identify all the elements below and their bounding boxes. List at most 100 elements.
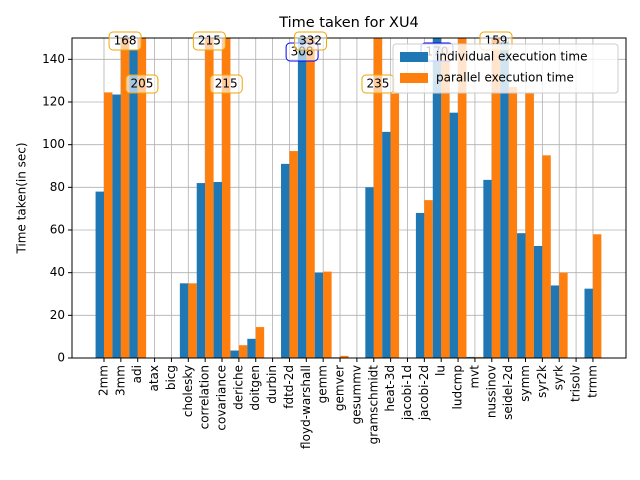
y-tick-label: 80	[50, 180, 65, 194]
bar	[222, 38, 231, 358]
bar	[340, 355, 349, 358]
bar	[500, 42, 509, 358]
bar	[306, 38, 315, 358]
legend-swatch	[400, 52, 428, 62]
bar	[188, 283, 197, 358]
annotation-box	[294, 31, 328, 51]
bar	[559, 272, 568, 358]
bars	[95, 38, 602, 358]
bar	[205, 38, 214, 358]
y-tick-label: 20	[50, 308, 65, 322]
x-tick-label: adi	[130, 365, 144, 383]
annotation: 332	[299, 34, 322, 48]
bar	[441, 46, 450, 358]
x-tick-label: fdtd-2d	[282, 365, 296, 409]
bar	[104, 92, 113, 358]
bar	[474, 356, 484, 358]
x-tick-label: trisolv	[569, 365, 583, 402]
bar	[196, 183, 206, 358]
bar	[449, 112, 459, 358]
bar	[592, 234, 602, 358]
x-tick-label: lu	[434, 365, 448, 376]
annotation: 235	[367, 77, 390, 91]
x-tick-label: correlation	[198, 365, 212, 429]
bar	[382, 131, 391, 358]
bar	[584, 288, 593, 358]
x-tick-label: 3mm	[113, 365, 127, 396]
x-tick-label: 2mm	[97, 365, 111, 396]
bar	[373, 38, 383, 358]
annotation-box	[108, 31, 142, 51]
x-tick-label: heat-3d	[383, 365, 397, 412]
bar	[281, 163, 290, 358]
annotation: 205	[130, 77, 153, 91]
bar	[542, 155, 551, 358]
bar	[297, 38, 307, 358]
annotation: 215	[198, 34, 221, 48]
bar	[458, 38, 467, 358]
y-tick-label: 0	[57, 351, 65, 365]
legend-label: individual execution time	[436, 50, 587, 64]
bar	[466, 356, 475, 358]
bar	[424, 200, 433, 358]
x-tick-label: cholesky	[181, 365, 195, 417]
x-tick-label: syrk	[552, 365, 566, 390]
x-tick-label: ludcmp	[451, 365, 465, 409]
x-tick-label: atax	[147, 365, 161, 392]
bar	[483, 179, 492, 358]
x-tick-label: covariance	[215, 365, 229, 431]
bar	[533, 246, 543, 358]
bar	[129, 49, 138, 358]
bar	[314, 272, 324, 358]
bar	[213, 182, 223, 358]
y-tick-label: 60	[50, 223, 65, 237]
bar	[550, 285, 560, 358]
x-tick-label: doitgen	[248, 365, 262, 411]
x-tick-label: durbin	[265, 365, 279, 404]
x-tick-label: trmm	[585, 365, 599, 398]
x-tick-label: bicg	[164, 365, 178, 390]
x-tick-label: gemver	[333, 365, 347, 411]
bar	[230, 350, 239, 358]
bar	[491, 38, 501, 358]
bar	[323, 271, 332, 358]
chart-title: Time taken for XU4	[278, 15, 419, 31]
annotation-box	[209, 74, 243, 94]
annotation: 215	[215, 77, 238, 91]
x-tick-label: floyd-warshall	[299, 365, 313, 449]
bar	[112, 94, 121, 358]
bar	[247, 338, 256, 358]
bar	[289, 151, 298, 358]
y-axis-label: Time taken(in sec)	[15, 142, 29, 254]
x-tick-label: symm	[518, 365, 532, 402]
x-tick-label: jacobi-2d	[417, 365, 431, 421]
bar	[525, 93, 534, 358]
annotation-box	[192, 31, 226, 51]
bar	[432, 38, 442, 358]
bar	[137, 38, 147, 358]
bar	[179, 283, 189, 358]
legend-swatch	[400, 73, 428, 83]
annotation-box	[125, 74, 159, 94]
x-tick-label: gemm	[316, 365, 330, 403]
y-tick-label: 100	[42, 137, 65, 151]
legend-box	[392, 43, 619, 94]
bar	[365, 187, 374, 358]
bar	[390, 93, 400, 358]
x-tick-label: gesummv	[349, 365, 363, 424]
y-tick-label: 120	[42, 95, 65, 109]
x-tick-label: deriche	[231, 365, 245, 410]
x-tick-label: jacobi-1d	[400, 365, 414, 421]
y-tick-label: 140	[42, 52, 65, 66]
bar	[120, 38, 130, 358]
plot-frame	[71, 37, 627, 359]
bar	[517, 233, 526, 358]
x-tick-label: syr2k	[535, 365, 549, 398]
bar	[508, 87, 518, 358]
y-tick-label: 40	[50, 265, 65, 279]
bar	[238, 345, 248, 358]
legend-label: parallel execution time	[436, 71, 574, 85]
x-tick-label: mvt	[467, 365, 481, 389]
x-tick-label: nussinov	[484, 365, 498, 418]
bar	[415, 212, 425, 358]
